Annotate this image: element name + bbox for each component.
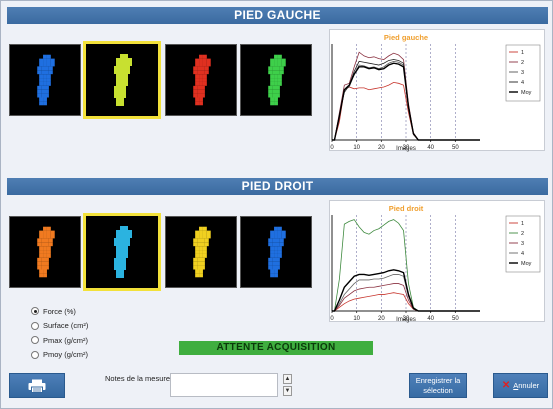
legend-label: 3 [521,70,524,76]
acquisition-status: ATTENTE ACQUISITION [179,341,373,355]
save-label-line1: Enregistrer la [415,375,461,385]
footprint-graphic [114,226,132,278]
legend-label: 2 [521,60,524,66]
cancel-button[interactable]: ✕ Annuler [493,373,548,398]
legend-label: 2 [521,231,524,237]
footprint-graphic [37,54,55,106]
scroll-up-icon[interactable]: ▲ [283,374,292,384]
x-tick-label: 20 [378,316,385,322]
x-tick-label: 30 [403,145,410,151]
cancel-label-rest: nnuler [518,380,540,390]
left-foot-header: PIED GAUCHE [7,7,548,24]
x-tick-label: 40 [427,316,434,322]
save-label-line2: sélection [423,385,453,395]
x-tick-label: 30 [403,316,410,322]
printer-icon [28,379,46,393]
right-foot-chart-svg: Pied droit 0 10 20 30 40 50 Images 1 2 3 4 Moy [330,204,541,323]
right-foot-image-3[interactable] [165,216,237,288]
footprint-graphic [193,54,211,106]
left-foot-image-3[interactable] [165,44,237,116]
close-icon: ✕ [501,379,511,391]
left-foot-chart: Pied gauche 0 10 20 30 40 50 Images 1 2 3 4 Moy [329,29,545,152]
right-foot-header: PIED DROIT [7,178,548,195]
notes-label: Notes de la mesure [105,374,171,383]
x-tick-label: 10 [353,145,360,151]
cancel-mnemonic: A [513,380,519,390]
option-label: Pmoy (g/cm²) [43,350,88,359]
series-line-moy [332,269,480,312]
x-axis-label: Images [396,146,416,152]
radio-button[interactable] [31,321,39,330]
legend-label: 4 [521,251,524,257]
legend-label: 4 [521,80,524,86]
x-tick-label: 40 [427,145,434,151]
footprint-graphic [193,226,211,278]
measure-type-options: Force (%) Surface (cm²) Pmax (g/cm²) Pmo… [31,304,88,362]
legend-label: 1 [521,221,524,227]
cancel-label: Annuler [513,381,539,391]
option-label: Surface (cm²) [43,321,89,330]
left-foot-image-2-selected[interactable] [83,41,161,119]
series-line-moy [332,62,480,141]
legend-label: Moy [521,261,532,267]
legend-label: Moy [521,90,532,96]
print-button[interactable] [9,373,65,398]
radio-button[interactable] [31,336,39,344]
x-tick-label: 10 [353,316,360,322]
left-foot-chart-svg: Pied gauche 0 10 20 30 40 50 Images 1 2 3 4 Moy [330,33,541,152]
notes-field[interactable] [170,373,278,397]
right-foot-image-1[interactable] [9,216,81,288]
option-surface[interactable]: Surface (cm²) [31,319,88,333]
footprint-graphic [268,54,286,106]
legend-label: 3 [521,241,524,247]
right-foot-chart: Pied droit 0 10 20 30 40 50 Images 1 2 3 4 Moy [329,200,545,323]
x-tick-label: 0 [330,145,334,151]
right-foot-image-4[interactable] [240,216,312,288]
option-label: Force (%) [43,306,76,316]
x-tick-label: 20 [378,145,385,151]
radio-button[interactable] [31,307,39,315]
x-tick-label: 50 [452,316,459,322]
option-pmoy[interactable]: Pmoy (g/cm²) [31,348,88,362]
chart-title: Pied droit [389,204,424,213]
left-foot-image-1[interactable] [9,44,81,116]
series-line-2 [332,219,480,312]
chart-title: Pied gauche [384,33,428,42]
save-selection-button[interactable]: Enregistrer la sélection [409,373,467,398]
footprint-graphic [268,226,286,278]
footprint-graphic [114,54,132,106]
right-foot-image-2-selected[interactable] [83,213,161,291]
footprint-graphic [37,226,55,278]
left-foot-image-4[interactable] [240,44,312,116]
option-force[interactable]: Force (%) [31,304,88,318]
option-pmax[interactable]: Pmax (g/cm²) [31,333,88,347]
scroll-down-icon[interactable]: ▼ [283,386,292,396]
x-tick-label: 0 [330,316,334,322]
legend-label: 1 [521,50,524,56]
option-label: Pmax (g/cm²) [43,335,88,345]
radio-button[interactable] [31,350,39,359]
x-axis-label: Images [396,317,416,323]
x-tick-label: 50 [452,145,459,151]
